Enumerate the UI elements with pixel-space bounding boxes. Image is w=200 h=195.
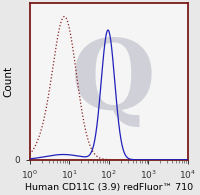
X-axis label: Human CD11C (3.9) redFluor™ 710: Human CD11C (3.9) redFluor™ 710 (25, 183, 193, 191)
Y-axis label: Count: Count (3, 66, 13, 97)
Text: Q: Q (71, 35, 156, 129)
